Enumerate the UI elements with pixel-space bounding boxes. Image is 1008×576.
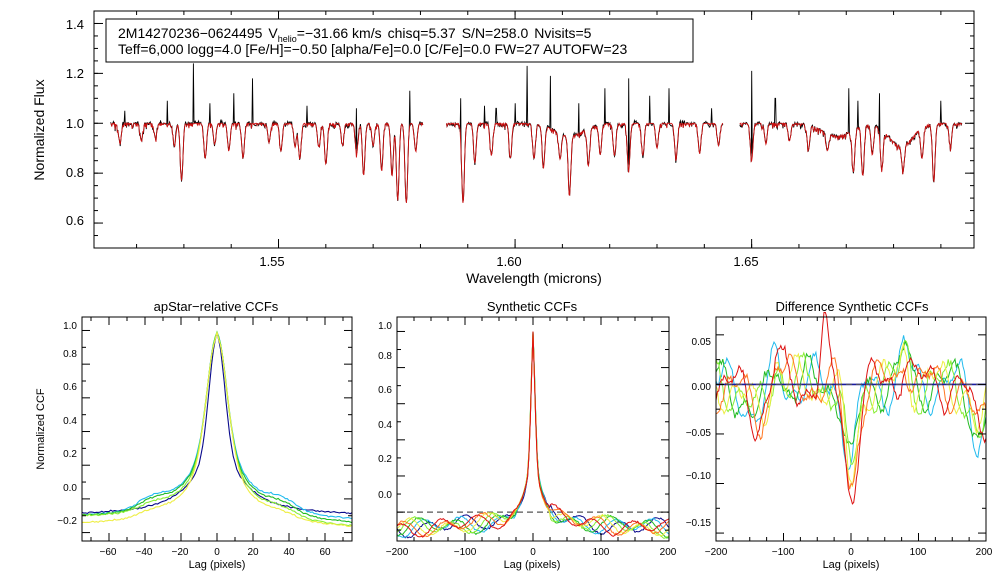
apstar-ccf-data-layer: [81, 330, 353, 528]
model-spectrum-line: [739, 121, 963, 182]
difference-ccf-x-tick-labels: −200 −100 0 100 200: [705, 547, 993, 558]
difference-y-tick-label: 0.05: [692, 337, 712, 348]
difference-y-tick-label: 0.00: [692, 382, 712, 393]
synthetic-y-tick-label: 1.0: [378, 321, 392, 332]
spectrum-plot-frame: [93, 10, 975, 249]
spectrum-y-tick-label: 1.2: [66, 66, 84, 81]
apstar-y-tick-label: 0.2: [63, 449, 77, 460]
synthetic-y-tick-label: 0.4: [378, 420, 392, 431]
spectrum-info-box: 2M14270236−0624495 Vhelio=−31.66 km/s chis…: [105, 18, 694, 63]
apstar-y-tick-label: 0.8: [63, 349, 77, 360]
difference-ccf-title: Difference Synthetic CCFs: [776, 299, 929, 314]
spectrum-y-tick-label: 1.4: [66, 17, 84, 32]
difference-y-tick-label: −0.05: [686, 428, 712, 439]
difference-ccf-ticks: [715, 317, 987, 541]
difference-ccf-line: [715, 311, 987, 505]
apstar-x-tick-label: 60: [319, 547, 331, 558]
info-line-1: 2M14270236−0624495 Vhelio=−31.66 km/s chis…: [118, 25, 592, 44]
apstar-x-tick-label: −20: [172, 547, 189, 558]
synthetic-x-tick-label: −100: [454, 547, 477, 558]
difference-y-tick-label: −0.10: [686, 471, 712, 482]
spectrum-y-tick-label: 0.6: [66, 213, 84, 228]
apstar-ccf-panel: apStar−relative CCFs −60 −40 −20 0 20 40…: [35, 299, 353, 571]
vhelio-label: V: [268, 25, 278, 41]
difference-x-tick-label: −200: [705, 547, 728, 558]
synthetic-ccf-x-tick-labels: −200 −100 0 100 200: [386, 547, 677, 558]
synthetic-ccf-panel: Synthetic CCFs −200 −100 0 100 200 0.0 0…: [378, 299, 677, 571]
difference-x-tick-label: 0: [848, 547, 854, 558]
synthetic-ccf-title: Synthetic CCFs: [487, 299, 578, 314]
snr-value: S/N=258.0: [462, 25, 529, 41]
apstar-ccf-x-tick-labels: −60 −40 −20 0 20 40 60: [100, 547, 331, 558]
spectrum-panel: 1.55 1.60 1.65 0.6 0.8 1.0 1.2 1.4 Wavel…: [31, 10, 975, 286]
apstar-x-tick-label: 0: [214, 547, 220, 558]
synthetic-y-tick-label: 0.2: [378, 454, 392, 465]
synthetic-x-tick-label: −200: [386, 547, 409, 558]
chisq-value: chisq=5.37: [388, 25, 456, 41]
model-spectrum-line: [110, 121, 424, 203]
info-box-frame: [105, 18, 694, 63]
apstar-ccf-line: [81, 332, 353, 528]
difference-x-tick-label: 100: [910, 547, 927, 558]
difference-x-tick-label: 200: [976, 547, 993, 558]
synthetic-ccf-y-tick-labels: 0.0 0.2 0.4 0.6 0.8 1.0: [378, 321, 392, 501]
spectrum-x-tick-label: 1.55: [259, 254, 284, 269]
apstar-y-tick-label: 1.0: [63, 321, 77, 332]
spectrum-x-axis-label: Wavelength (microns): [466, 270, 602, 286]
apstar-ccf-ticks: [82, 317, 352, 541]
synthetic-x-tick-label: 200: [660, 547, 677, 558]
apstar-x-tick-label: 40: [283, 547, 295, 558]
synthetic-y-tick-label: 0.6: [378, 385, 392, 396]
apstar-x-tick-label: −40: [136, 547, 153, 558]
apstar-ccf-x-axis-label: Lag (pixels): [189, 559, 246, 571]
spectrum-y-axis-label: Normalized Flux: [31, 79, 47, 180]
difference-ccf-y-tick-labels: −0.15 −0.10 −0.05 0.00 0.05: [686, 337, 712, 529]
spectrum-y-tick-label: 1.0: [66, 116, 84, 131]
synthetic-y-tick-label: 0.8: [378, 351, 392, 362]
spectrum-x-tick-label: 1.65: [733, 254, 758, 269]
synthetic-y-tick-label: 0.0: [378, 490, 392, 501]
difference-ccf-data-layer: [715, 311, 987, 505]
synthetic-ccf-x-axis-label: Lag (pixels): [504, 559, 561, 571]
difference-ccf-x-axis-label: Lag (pixels): [823, 559, 880, 571]
synthetic-x-tick-label: 100: [593, 547, 610, 558]
difference-ccf-line: [715, 339, 987, 465]
apstar-x-tick-label: 20: [247, 547, 259, 558]
synthetic-ccf-data-layer: [396, 331, 670, 539]
apstar-ccf-y-tick-labels: −0.2 0.0 0.2 0.4 0.6 0.8 1.0: [57, 321, 77, 527]
vhelio-subscript: helio: [278, 34, 297, 44]
apstar-y-tick-label: 0.0: [63, 483, 77, 494]
difference-y-tick-label: −0.15: [686, 518, 712, 529]
synthetic-ccf-line: [396, 331, 670, 538]
synthetic-x-tick-label: 0: [530, 547, 536, 558]
difference-ccf-panel: Difference Synthetic CCFs −200 −100 0 10…: [686, 299, 993, 571]
difference-x-tick-label: −100: [772, 547, 795, 558]
spectrum-y-tick-label: 0.8: [66, 165, 84, 180]
difference-ccf-line: [715, 343, 987, 487]
model-spectrum-line: [446, 121, 724, 203]
apstar-y-tick-label: 0.6: [63, 382, 77, 393]
apstar-y-tick-label: 0.4: [63, 416, 77, 427]
difference-ccf-line: [715, 353, 987, 490]
apstar-y-tick-label: −0.2: [57, 516, 77, 527]
vhelio-value: =−31.66 km/s: [297, 25, 382, 41]
nvisits-value: Nvisits=5: [534, 25, 591, 41]
spectrum-y-tick-labels: 0.6 0.8 1.0 1.2 1.4: [66, 17, 84, 228]
apstar-ccf-title: apStar−relative CCFs: [154, 299, 279, 314]
apstar-ccf-y-axis-label: Normalized CCF: [35, 388, 47, 470]
synthetic-ccf-ticks: [396, 317, 670, 541]
star-id: 2M14270236−0624495: [118, 25, 263, 41]
spectrum-data-layer: [110, 63, 963, 203]
apstar-x-tick-label: −60: [100, 547, 117, 558]
spectrum-x-tick-labels: 1.55 1.60 1.65: [259, 254, 758, 269]
spectrum-x-tick-label: 1.60: [496, 254, 521, 269]
info-line-2: Teff=6,000 logg=4.0 [Fe/H]=−0.50 [alpha/…: [118, 41, 627, 57]
